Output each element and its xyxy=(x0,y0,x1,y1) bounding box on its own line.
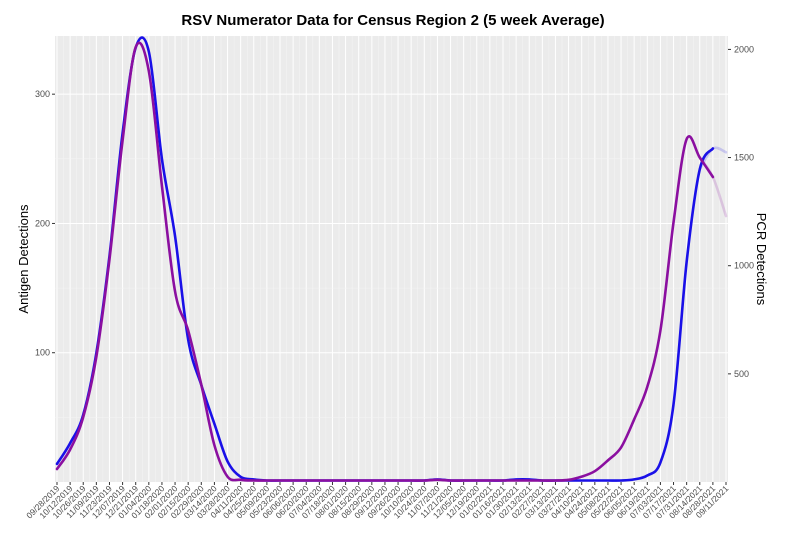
y2-tick-label: 2000 xyxy=(734,44,754,54)
y-tick-label: 300 xyxy=(35,89,50,99)
series-layer xyxy=(55,36,728,482)
y2-tick-label: 1000 xyxy=(734,261,754,271)
x-axis: 09/28/201910/12/201910/26/201911/09/2019… xyxy=(24,482,731,520)
y2-tick-label: 500 xyxy=(734,369,749,379)
y-axis-title: Antigen Detections xyxy=(16,204,31,314)
series-line-tail-pcr xyxy=(698,156,728,218)
y-tick-label: 100 xyxy=(35,348,50,358)
gridlines xyxy=(55,36,728,482)
y2-tick-label: 1500 xyxy=(734,153,754,163)
y2-axis-title: PCR Detections xyxy=(754,213,769,306)
left-axis: 100 200 300 xyxy=(35,89,55,358)
right-axis: 500 1000 1500 2000 xyxy=(728,44,754,379)
series-line-pcr xyxy=(55,41,715,482)
chart-title: RSV Numerator Data for Census Region 2 (… xyxy=(181,12,604,29)
y-tick-label: 200 xyxy=(35,218,50,228)
